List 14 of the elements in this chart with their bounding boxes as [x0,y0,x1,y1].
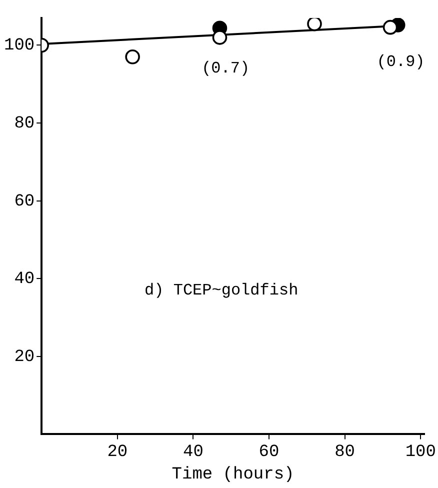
y-tick-label: 100 [4,36,35,56]
x-tick-label: 20 [107,442,128,462]
x-tick-label: 80 [334,442,356,462]
y-tick-label: 40 [14,270,35,290]
x-tick-label: 100 [405,442,436,462]
annotation: d) TCEP~goldfish [144,282,298,300]
x-tick-label: 40 [183,442,204,462]
y-tick-label: 80 [14,114,35,134]
annotation: (0.7) [202,60,250,78]
x-axis-title: Time (hours) [172,465,294,484]
annotation: (0.9) [376,53,425,72]
x-tick-label: 60 [258,442,280,462]
y-tick-label: 20 [14,348,35,367]
y-tick-label: 60 [14,192,35,212]
